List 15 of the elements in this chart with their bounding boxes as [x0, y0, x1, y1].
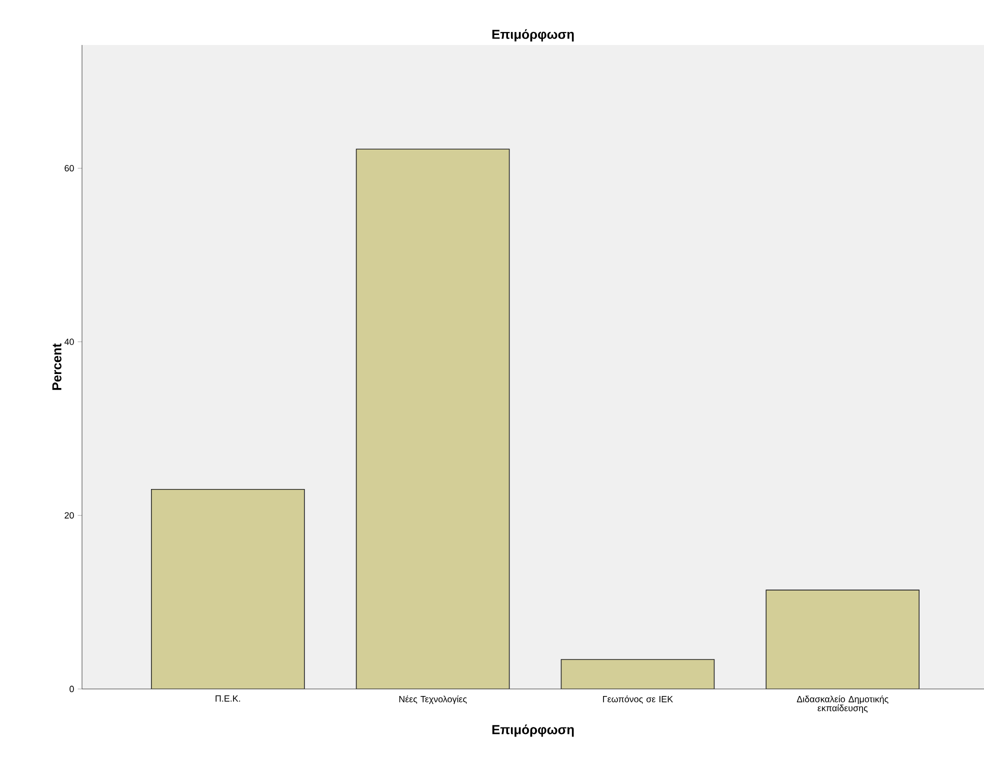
x-tick-label: Διδασκαλείο Δημοτικής εκπαίδευσης [796, 695, 888, 714]
x-tick-label: Π.Ε.Κ. [216, 695, 240, 702]
bar [766, 590, 920, 689]
y-tick-label: 60 [64, 165, 74, 172]
bar [560, 659, 715, 689]
y-tick-label: 40 [64, 338, 74, 345]
y-axis-title: Percent [52, 343, 62, 390]
y-tick-label: 20 [64, 512, 74, 519]
bar [356, 148, 510, 689]
x-tick-label: Γεωπόνος σε ΙΕΚ [603, 695, 673, 704]
y-tick-label: 0 [70, 686, 74, 692]
chart-title: Επιμόρφωση [492, 29, 574, 42]
x-axis-title: Επιμόρφωση [492, 724, 574, 737]
x-tick-label: Νέες Τεχνολογίες [399, 695, 467, 704]
bar [151, 488, 305, 689]
